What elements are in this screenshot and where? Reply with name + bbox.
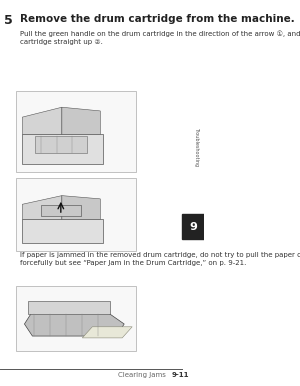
Text: 9-11: 9-11 (172, 372, 190, 378)
Text: If paper is jammed in the removed drum cartridge, do not try to pull the paper o: If paper is jammed in the removed drum c… (20, 252, 300, 266)
Bar (182, 214, 204, 239)
Text: 9: 9 (189, 222, 197, 232)
Bar (22, 134, 103, 164)
Bar (16, 91, 136, 172)
Polygon shape (24, 312, 124, 336)
Bar (16, 286, 136, 351)
Bar (16, 178, 136, 251)
Text: Remove the drum cartridge from the machine.: Remove the drum cartridge from the machi… (20, 14, 295, 24)
Polygon shape (82, 327, 132, 338)
Polygon shape (22, 107, 62, 134)
Text: Pull the green handle on the drum cartridge in the direction of the arrow ①, and: Pull the green handle on the drum cartri… (20, 31, 300, 46)
Polygon shape (22, 196, 62, 219)
Text: Troubleshooting: Troubleshooting (194, 127, 199, 166)
Bar (35, 135, 87, 153)
Bar (22, 219, 103, 243)
Polygon shape (62, 196, 100, 219)
Text: 5: 5 (4, 14, 13, 27)
Bar (28, 301, 110, 314)
Polygon shape (62, 107, 100, 134)
Text: Clearing Jams: Clearing Jams (118, 372, 166, 378)
Bar (41, 205, 81, 216)
